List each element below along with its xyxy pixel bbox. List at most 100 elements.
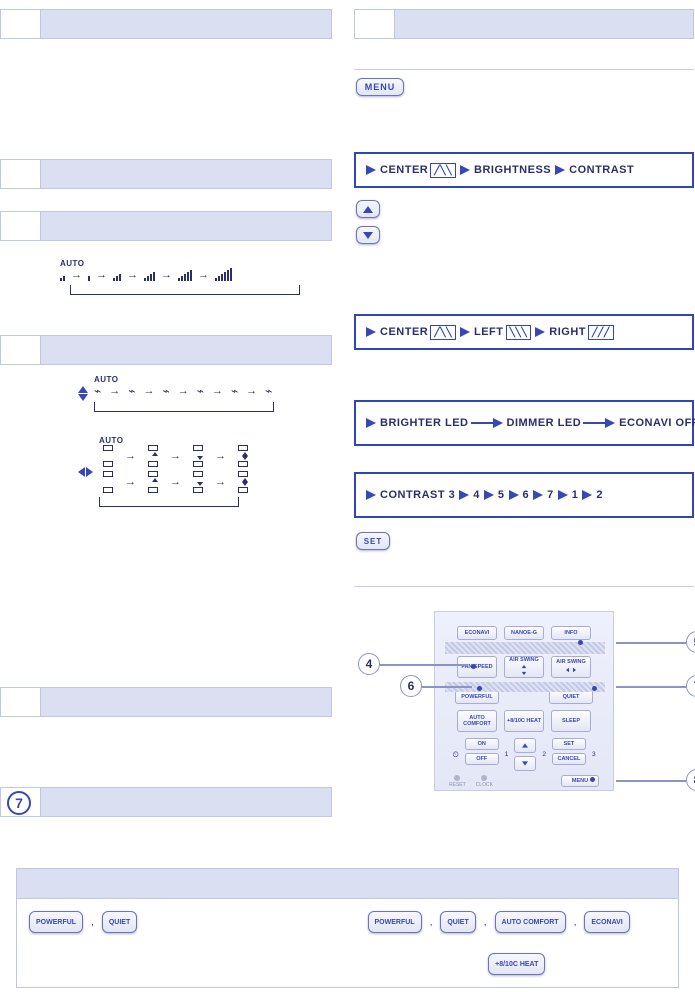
remote-autocomfort-button[interactable]: AUTO COMFORT [457,710,497,732]
note-col-right: POWERFUL, QUIET, AUTO COMFORT, ECONAVI +… [368,911,667,975]
flow-label: 7 [547,489,554,501]
left-stepbox-4 [0,335,332,365]
stepbody [41,10,331,38]
arrow-icon [535,327,545,337]
divider [354,69,694,70]
remote-heat-button[interactable]: +8/10C HEAT [504,710,544,732]
remote-body: ECONAVI NANOE-G INFO FAN SPEED AIR SWING [434,611,614,791]
flow-label: ECONAVI OFF [619,418,695,429]
reset-label: RESET [449,782,466,788]
updown-swing-diagram: AUTO ⌁→ ⌁→ ⌁→ ⌁→ ⌁→ ⌁ [78,375,332,412]
note-heat-button[interactable]: +8/10C HEAT [488,953,545,975]
note-header [17,869,678,899]
callout-7: 7 [686,675,695,697]
flow-label: 5 [498,489,505,501]
remote-airswing-vert-button[interactable]: AIR SWING [504,656,544,678]
arrow-icon [555,165,565,175]
left-icon: ╲╲╲ [506,325,532,340]
callout-6: 6 [400,675,422,697]
remote-down-button[interactable] [514,756,536,771]
arrow-icon [459,490,469,500]
flow-label: 6 [523,489,530,501]
arrow-icon [605,418,615,428]
right-stepbox-1 [354,9,694,39]
arrow-icon [366,327,376,337]
auto-label: AUTO [99,436,252,445]
left-stepbox-2 [0,159,332,189]
remote-fanspeed-button[interactable]: FAN SPEED [457,656,497,678]
center-icon: ╱╲╲ [430,325,456,340]
remote-off-button[interactable]: OFF [465,753,499,765]
flow-contrast-numbers: CONTRAST 3 4 5 6 7 1 2 [354,472,694,518]
callout-4: 4 [358,653,380,675]
remote-on-button[interactable]: ON [465,738,499,750]
note-col-left: POWERFUL , QUIET [29,911,328,975]
note-autocomfort-button[interactable]: AUTO COMFORT [495,911,566,933]
arrow-icon [493,418,503,428]
stepbody [41,688,331,716]
left-stepbox-3 [0,211,332,241]
flow-center-left-right: CENTER ╱╲╲ LEFT ╲╲╲ RIGHT ╱╱╱ [354,314,694,350]
stepnum [1,10,41,38]
remote-econavi-button[interactable]: ECONAVI [457,626,497,640]
menu-button[interactable]: MENU [356,78,404,96]
clock-label: CLOCK [476,782,493,788]
right-column: MENU CENTER ╱╲╲ BRIGHTNESS CONTRAST CENT… [354,0,694,801]
arrow-icon [460,327,470,337]
arrow-icon [366,490,376,500]
arrow-icon [366,165,376,175]
note-econavi-button[interactable]: ECONAVI [584,911,629,933]
remote-up-button[interactable] [514,738,536,753]
flow-label: BRIGHTER LED [380,418,469,429]
remote-cancel-button[interactable]: CANCEL [552,753,586,765]
arrow-icon [509,490,519,500]
flow-label: CONTRAST 3 [380,490,455,501]
arrow-icon [533,490,543,500]
flow-label: BRIGHTNESS [474,164,551,176]
arrow-icon [366,418,376,428]
stepbody [41,788,331,816]
remote-sleep-button[interactable]: SLEEP [551,710,591,732]
arrow-icon [558,490,568,500]
remote-set-button[interactable]: SET [552,738,586,750]
flow-label: CENTER [380,326,428,338]
note-quiet-button[interactable]: QUIET [440,911,475,933]
flow-label: 1 [572,489,579,501]
remote-nanoeg-button[interactable]: NANOE-G [504,626,544,640]
divider [354,586,694,587]
remote-quiet-button[interactable]: QUIET [549,690,593,704]
flow-label: LEFT [474,326,504,338]
note-box: POWERFUL , QUIET POWERFUL, QUIET, AUTO C… [16,868,679,988]
flow-label: 2 [596,489,603,501]
flow-brightness-led: BRIGHTER LED DIMMER LED ECONAVI OFF [354,400,694,446]
flow-label: 4 [473,489,480,501]
right-icon: ╱╱╱ [588,325,614,340]
down-button[interactable] [356,226,380,244]
stepnum: 7 [1,788,41,816]
stepnum [1,336,41,364]
stepnum [1,212,41,240]
arrow-icon [582,490,592,500]
stepbody [41,160,331,188]
reset-dot-icon [454,775,460,781]
flow-label: CENTER [380,164,428,176]
clock-dot-icon [481,775,487,781]
note-quiet-button[interactable]: QUIET [102,911,137,933]
callout-5: 5 [686,631,695,653]
note-powerful-button[interactable]: POWERFUL [29,911,83,933]
remote-powerful-button[interactable]: POWERFUL [455,690,499,704]
stepbody [41,212,331,240]
stepnum [1,160,41,188]
flow-label: RIGHT [549,326,586,338]
fan-speed-diagram: AUTO → → → → → [60,259,330,295]
callout-8: 8 [686,769,695,791]
remote-airswing-horiz-button[interactable]: AIR SWING [551,656,591,678]
badge-7-icon: 7 [7,791,31,815]
note-powerful-button[interactable]: POWERFUL [368,911,422,933]
stepnum [355,10,395,38]
page: AUTO → → → → → [0,0,695,992]
remote-diagram: ECONAVI NANOE-G INFO FAN SPEED AIR SWING [354,611,694,801]
remote-info-button[interactable]: INFO [551,626,591,640]
up-button[interactable] [356,200,380,218]
set-button[interactable]: SET [356,532,390,550]
